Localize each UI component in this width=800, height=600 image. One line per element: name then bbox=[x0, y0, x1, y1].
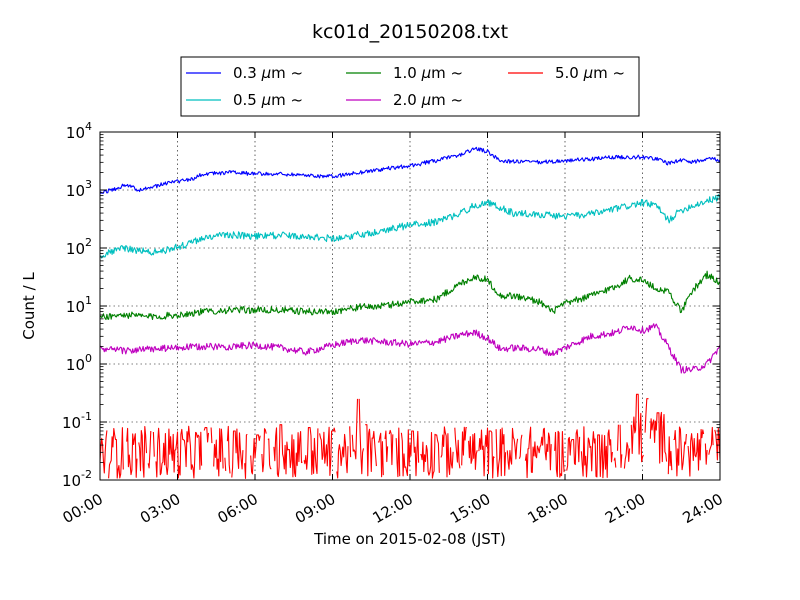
series-line-1-0um bbox=[100, 270, 720, 321]
x-axis-label: Time on 2015-02-08 (JST) bbox=[313, 530, 506, 548]
y-tick-labels: 10-2 10-1 100 101 102 103 104 bbox=[62, 120, 92, 490]
y-tick-label: 10-1 bbox=[62, 410, 92, 432]
chart-title: kc01d_20150208.txt bbox=[312, 21, 508, 43]
y-tick-label: 104 bbox=[66, 120, 92, 142]
y-tick-label: 10-2 bbox=[62, 468, 92, 490]
legend: 0.3 μm ~ 0.5 μm ~ 1.0 μm ~ 2.0 μm ~ 5.0 μm ~ bbox=[180, 56, 640, 117]
y-tick-label: 103 bbox=[66, 178, 92, 200]
series-line-2-0um bbox=[100, 323, 720, 374]
legend-label-0-5um: 0.5 μm ~ bbox=[233, 91, 303, 109]
y-tick-label: 102 bbox=[66, 236, 92, 258]
legend-box bbox=[180, 56, 640, 117]
series-line-5-0um bbox=[100, 393, 720, 479]
series-line-0-5um bbox=[100, 194, 720, 259]
legend-label-0-3um: 0.3 μm ~ bbox=[233, 64, 303, 82]
series-layer bbox=[100, 146, 720, 479]
series-line-0-3um bbox=[100, 146, 720, 195]
y-tick-label: 100 bbox=[66, 352, 92, 374]
y-axis-label: Count / L bbox=[20, 272, 38, 340]
legend-label-1-0um: 1.0 μm ~ bbox=[393, 64, 463, 82]
legend-label-2-0um: 2.0 μm ~ bbox=[393, 91, 463, 109]
y-tick-label: 101 bbox=[66, 294, 92, 316]
legend-label-5-0um: 5.0 μm ~ bbox=[555, 64, 625, 82]
ticks bbox=[99, 131, 721, 481]
